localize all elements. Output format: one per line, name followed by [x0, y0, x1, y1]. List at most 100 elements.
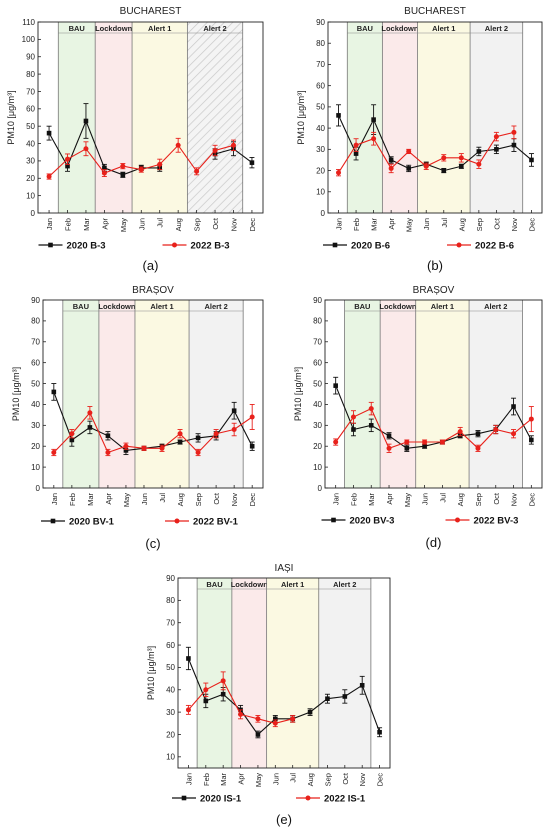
period-label: Alert 2 [204, 302, 227, 311]
data-point [511, 431, 517, 437]
data-point [336, 170, 342, 176]
period-label: Alert 2 [203, 24, 226, 33]
series-line [338, 115, 532, 172]
x-tick-label: Feb [64, 218, 73, 231]
legend-label: 2020 BV-1 [69, 517, 115, 528]
data-point [186, 656, 191, 661]
x-tick-label: Jun [422, 218, 431, 230]
x-tick-label: Apr [387, 217, 396, 229]
x-tick-label: Mar [82, 218, 91, 231]
data-point [83, 146, 89, 152]
period-band [417, 22, 471, 213]
data-point [371, 117, 376, 122]
x-tick-label: Apr [104, 492, 113, 504]
x-tick-label: May [254, 773, 263, 787]
x-tick-label: Dec [527, 218, 536, 232]
series-2020 [333, 376, 534, 452]
y-tick-label: 70 [26, 87, 35, 96]
period-label: Lockdown [98, 302, 136, 311]
data-point [404, 446, 410, 451]
y-axis-label: PM10 [μg/m³] [146, 646, 156, 700]
chart-panel-5: BAU Lockdown Alert 1 Alert 2 10 20 30 40 50 60 70 8… [146, 563, 391, 827]
period-band [189, 300, 244, 488]
period-label: Lockdown [231, 580, 269, 589]
data-point [273, 716, 278, 722]
y-tick-label: 0 [31, 209, 36, 218]
data-point [441, 155, 447, 161]
chart-panel-3: BAU Lockdown Alert 1 Alert 2 0 10 20 30 40 50 60 70… [11, 285, 264, 551]
data-point [101, 170, 107, 176]
x-tick-label: Sep [323, 773, 332, 786]
panel-caption: (a) [143, 258, 159, 273]
data-point [185, 707, 191, 713]
y-tick-label: 0 [36, 484, 41, 493]
x-tick-label: Dec [248, 493, 257, 507]
y-tick-label: 90 [26, 53, 35, 62]
y-tick-label: 30 [316, 145, 325, 154]
data-point [69, 431, 75, 437]
data-point [476, 149, 482, 154]
x-tick-label: Nov [358, 773, 367, 787]
data-point [220, 691, 226, 697]
legend-label: 2022 IS-1 [324, 794, 366, 805]
x-tick-label: Jul [289, 773, 298, 783]
legend-item: 2022 B-6 [447, 241, 514, 252]
period-label: BAU [354, 302, 370, 311]
y-tick-label: 40 [26, 139, 35, 148]
data-point [159, 445, 165, 451]
y-tick-label: 70 [316, 60, 325, 69]
data-point [194, 168, 200, 174]
x-tick-label: Aug [456, 493, 465, 506]
y-tick-label: 20 [31, 442, 40, 451]
x-tick-label: Apr [385, 492, 394, 504]
period-label: BAU [206, 580, 222, 589]
data-point [120, 163, 126, 169]
data-point [377, 729, 382, 735]
x-tick-label: Jun [271, 773, 280, 785]
legend-label: 2022 BV-3 [474, 516, 519, 527]
y-tick-label: 110 [22, 18, 35, 27]
data-point [69, 437, 75, 443]
legend-item: 2020 B-3 [38, 241, 106, 252]
x-tick-label: Jan [45, 218, 54, 230]
y-tick-label: 30 [26, 157, 35, 166]
legend-label: 2020 BV-3 [350, 516, 395, 527]
data-point [141, 445, 147, 451]
data-point [368, 423, 374, 428]
data-point [368, 406, 374, 412]
x-tick-label: Jun [137, 218, 146, 230]
period-band [318, 578, 371, 768]
x-tick-label: Nov [510, 493, 519, 507]
data-point [371, 136, 377, 142]
plot-frame [177, 577, 391, 769]
y-tick-label: 90 [316, 18, 325, 27]
legend-marker [181, 795, 187, 801]
legend-label: 2022 BV-1 [193, 517, 239, 528]
x-tick-label: Nov [229, 218, 238, 232]
period-label: Alert 1 [148, 24, 171, 33]
y-tick-label: 90 [313, 296, 322, 305]
data-point [493, 134, 499, 140]
data-point [83, 118, 89, 124]
data-point [195, 435, 201, 441]
legend-label: 2020 B-3 [67, 241, 106, 252]
legend-label: 2022 B-6 [475, 241, 514, 252]
period-label: BAU [73, 302, 89, 311]
legend-marker [50, 518, 56, 524]
y-tick-label: 40 [316, 124, 325, 133]
data-point [307, 709, 313, 715]
period-label: Alert 1 [281, 580, 304, 589]
legend-label: 2020 B-6 [351, 241, 390, 252]
data-point [406, 148, 412, 154]
series-2022 [51, 403, 255, 457]
period-band [231, 578, 267, 768]
x-tick-label: Oct [492, 217, 501, 230]
data-point [511, 129, 517, 135]
period-label: BAU [357, 24, 373, 33]
period-band [187, 22, 243, 213]
chart-title: BUCHAREST [120, 6, 182, 17]
legend-marker [455, 517, 460, 523]
period-label: Alert 1 [431, 302, 454, 311]
y-tick-label: 60 [31, 358, 40, 367]
x-tick-label: Sep [475, 218, 484, 231]
